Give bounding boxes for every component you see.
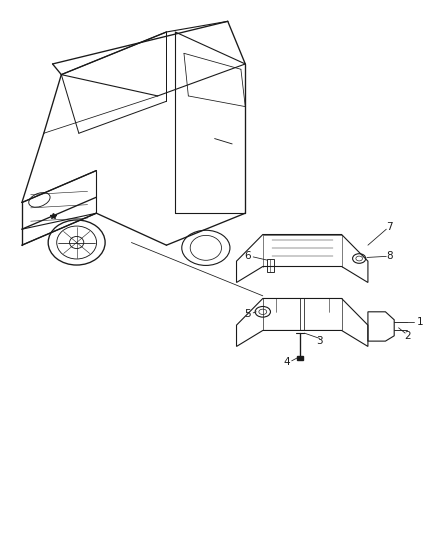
Text: 2: 2 [404, 331, 411, 341]
Text: 3: 3 [316, 336, 323, 346]
Text: 5: 5 [244, 310, 251, 319]
Text: 7: 7 [386, 222, 393, 231]
Text: 6: 6 [244, 251, 251, 261]
Text: 8: 8 [386, 251, 393, 261]
Text: 4: 4 [283, 358, 290, 367]
Bar [297, 356, 303, 360]
Text: 1: 1 [417, 318, 424, 327]
